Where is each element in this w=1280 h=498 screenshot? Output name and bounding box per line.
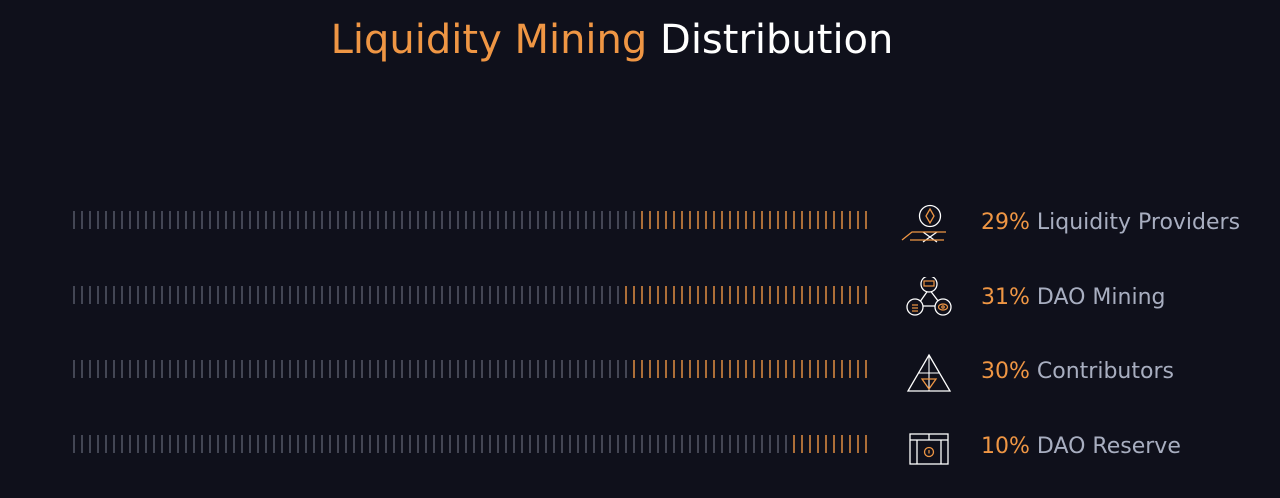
tick-bar <box>73 211 867 229</box>
distribution-row-dao-reserve: 10% DAO Reserve <box>0 426 1280 466</box>
network-nodes-icon <box>906 277 952 316</box>
row-name: DAO Mining <box>1036 285 1166 310</box>
chart-title-rest: Distribution <box>660 17 894 63</box>
distribution-row-dao-mining: 31% DAO Mining <box>0 277 1280 317</box>
row-percent: 30% <box>981 359 1030 384</box>
tick-bar <box>73 360 867 378</box>
tick-bar <box>73 286 867 304</box>
distribution-row-contributors: 30% Contributors <box>0 351 1280 392</box>
row-name: Contributors <box>1036 359 1174 384</box>
row-label: 29% Liquidity Providers <box>981 210 1240 235</box>
row-label: 30% Contributors <box>981 359 1174 384</box>
tick-bar <box>73 435 867 453</box>
row-label: 10% DAO Reserve <box>981 434 1181 459</box>
vault-icon <box>909 433 949 465</box>
chart-title: Liquidity Mining Distribution <box>0 17 1224 63</box>
chart-title-accent: Liquidity Mining <box>330 17 648 63</box>
row-percent: 31% <box>981 285 1030 310</box>
row-percent: 29% <box>981 210 1030 235</box>
row-percent: 10% <box>981 434 1030 459</box>
person-diamond-icon <box>901 204 946 243</box>
row-name: Liquidity Providers <box>1036 210 1241 235</box>
distribution-row-liquidity-providers: 29% Liquidity Providers <box>0 202 1280 243</box>
row-label: 31% DAO Mining <box>981 285 1166 310</box>
nested-triangle-icon <box>906 353 952 392</box>
row-name: DAO Reserve <box>1036 434 1181 459</box>
